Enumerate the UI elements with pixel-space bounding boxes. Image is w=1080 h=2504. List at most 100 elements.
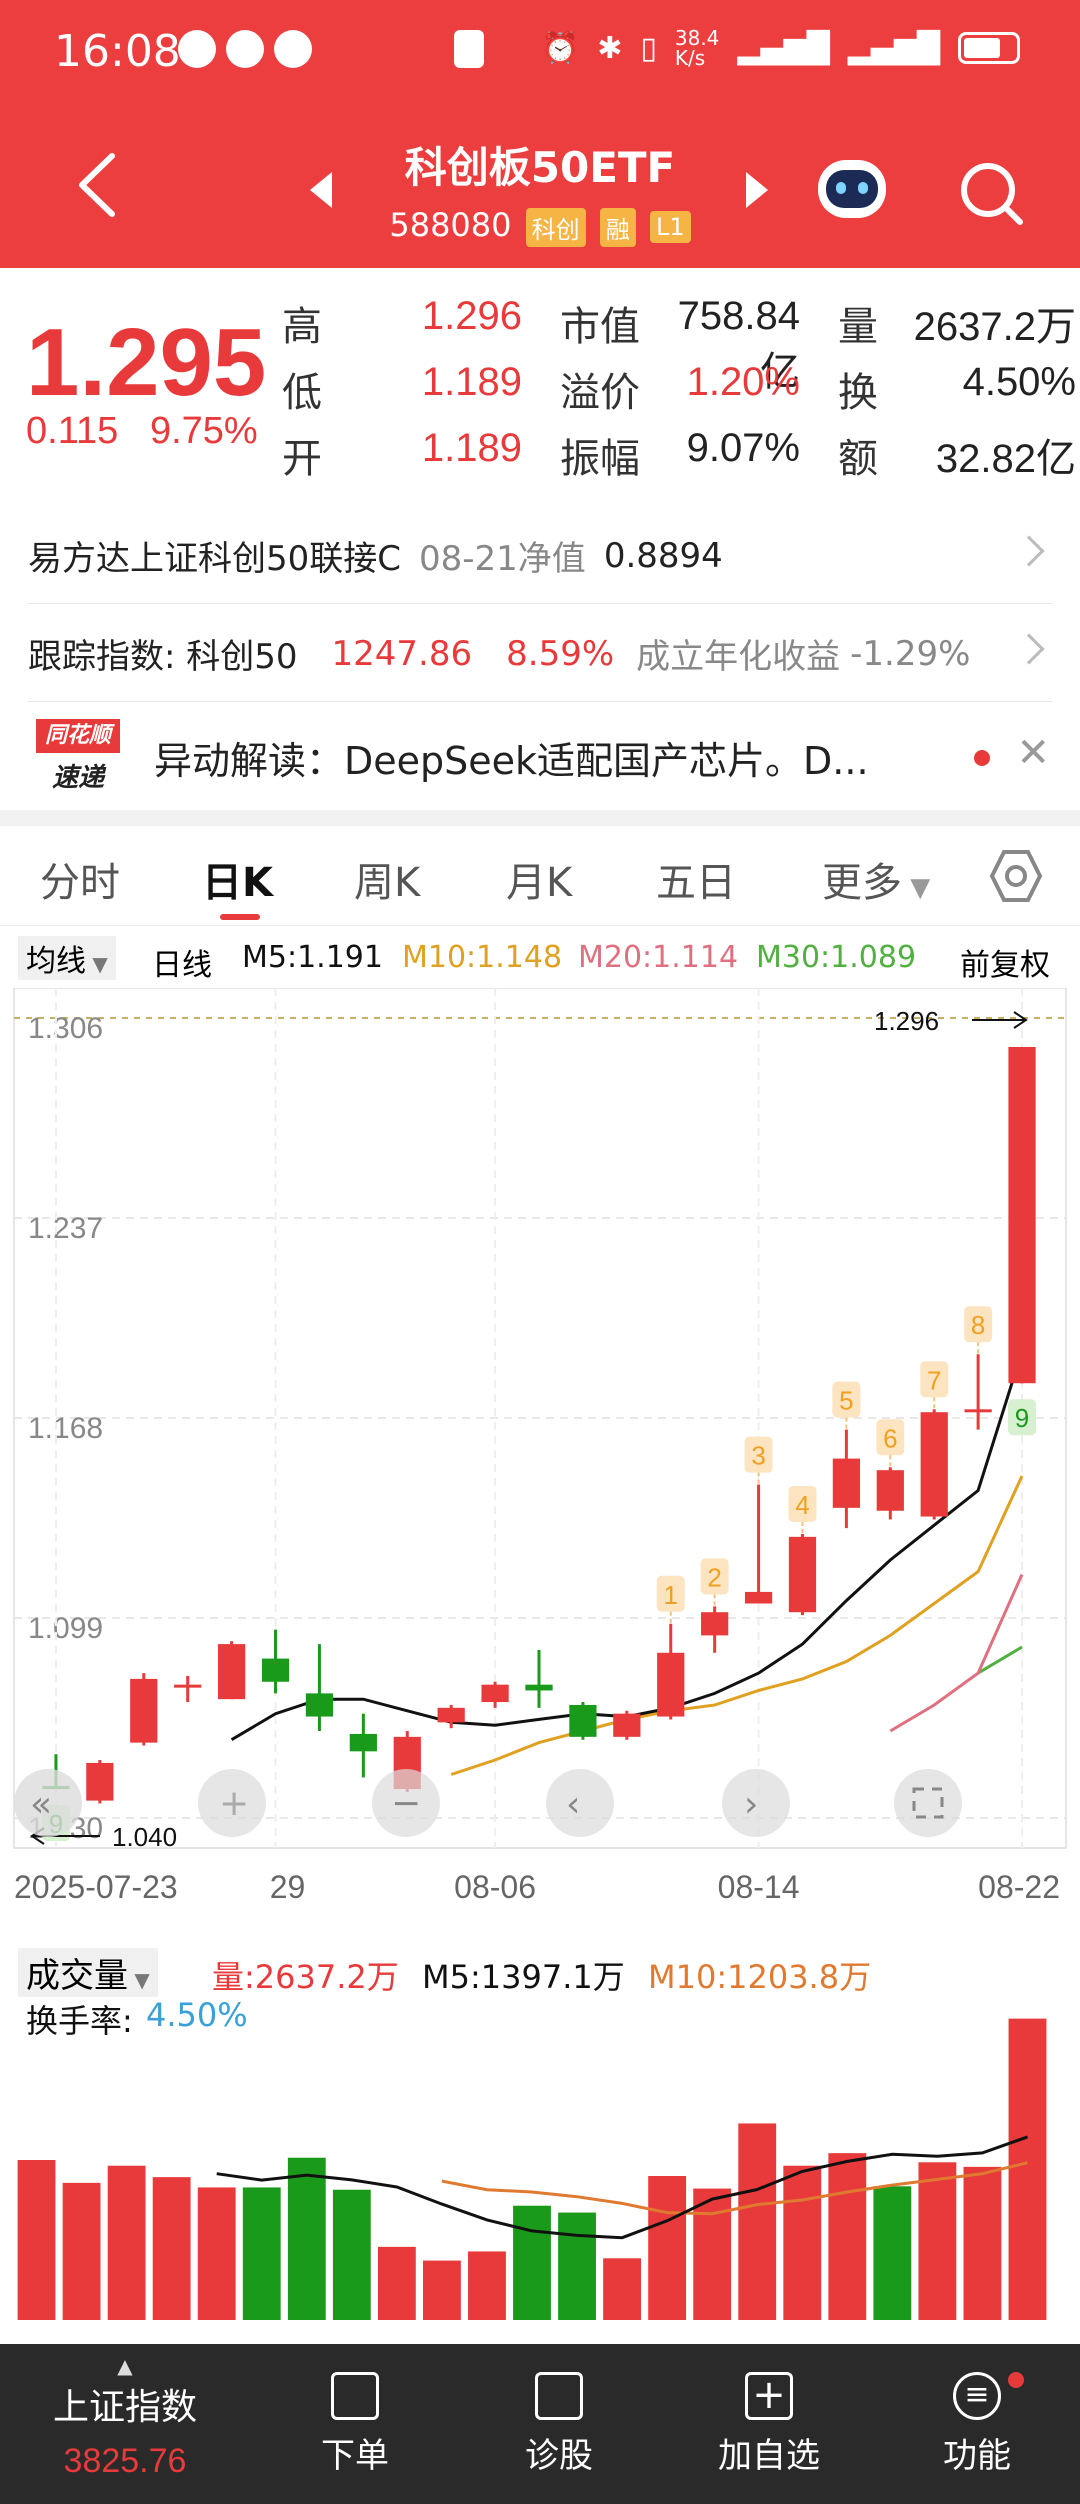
marker-badge (1008, 1399, 1037, 1436)
y-tick-label: 1.306 (28, 1012, 103, 1045)
volume-bar (17, 2160, 56, 2320)
tab-intraday[interactable]: 分时 (40, 860, 120, 906)
zoom-out-button[interactable]: − (372, 1769, 440, 1837)
app-notification-icon (178, 30, 216, 68)
scroll-right-button[interactable]: › (722, 1769, 790, 1837)
volume-chart[interactable] (0, 1990, 1080, 2330)
ma-selector[interactable]: 均线 ▼ (18, 936, 116, 980)
volume-label: 量 (838, 304, 878, 350)
marker-label: 4 (795, 1490, 809, 1520)
diagnose-icon (535, 2372, 583, 2420)
add-watchlist-button[interactable]: + 加自选 (694, 2344, 844, 2504)
order-label: 下单 (321, 2436, 389, 2476)
nav-bar: 科创板50ETF 588080 科创 融 L1 (0, 120, 1080, 260)
volume-bar (603, 2258, 642, 2320)
settings-icon[interactable] (988, 848, 1044, 904)
link-fund-row[interactable]: 易方达上证科创50联接C 08-21净值 0.8894 (28, 508, 1052, 604)
tab-weekly-k[interactable]: 周K (354, 860, 421, 906)
search-icon[interactable] (958, 160, 1026, 228)
fullscreen-button[interactable] (894, 1769, 962, 1837)
candle-body (964, 1409, 992, 1413)
ma5-line (230, 1350, 1024, 1741)
amount-label: 额 (838, 436, 878, 482)
volume-bar (62, 2182, 101, 2320)
volume-bars (17, 2018, 1047, 2320)
active-tab-indicator (220, 914, 260, 920)
max-annotation: 1.296 (874, 1006, 1028, 1036)
double-chevron-left-icon: « (30, 1784, 52, 1825)
jump-start-button[interactable]: « (14, 1769, 82, 1837)
marker-badge (964, 1306, 993, 1343)
add-watchlist-label: 加自选 (718, 2436, 820, 2476)
volume-bar (152, 2177, 191, 2320)
volume-bar (963, 2166, 1002, 2320)
volume-bar (287, 2157, 326, 2320)
signal-icon: ▂▄▆█ (847, 30, 940, 66)
marker-badge (832, 1381, 861, 1418)
amplitude-value: 9.07% (686, 426, 800, 470)
chevron-right-icon: › (744, 1784, 758, 1825)
chevron-left-icon: ‹ (566, 1784, 580, 1825)
next-stock-icon[interactable] (746, 172, 768, 208)
candle-body (86, 1762, 114, 1801)
news-row[interactable]: 同花顺 速递 异动解读：DeepSeek适配国产芯片。D... ✕ (28, 704, 1052, 810)
news-text: 异动解读：DeepSeek适配国产芯片。D... (154, 738, 869, 783)
tab-five-day[interactable]: 五日 (656, 860, 736, 906)
tag-margin: 融 (599, 207, 636, 247)
candle-body (920, 1412, 948, 1517)
candle-body (657, 1652, 685, 1717)
price-change: 0.115 9.75% (26, 410, 258, 453)
turnover-rate-value: 4.50% (146, 1996, 248, 2034)
robot-assistant-icon[interactable] (812, 152, 892, 224)
link-fund-name: 易方达上证科创50联接C (28, 539, 402, 579)
x-tick-label: 29 (270, 1869, 306, 1905)
zoom-in-button[interactable]: + (198, 1769, 266, 1837)
open-label: 开 (282, 436, 322, 482)
max-arrow-head (1013, 1011, 1028, 1029)
tab-daily-k[interactable]: 日K (202, 860, 273, 906)
marker-label: 3 (751, 1441, 765, 1471)
marker-label: 6 (883, 1423, 897, 1453)
x-tick-label: 2025-07-23 (14, 1869, 178, 1905)
menu-icon: ≡ (953, 2372, 1001, 2420)
market-cap-value: 758.84亿 (677, 294, 800, 394)
premium-value: 1.20% (686, 360, 800, 404)
tab-more[interactable]: 更多 ▼ (822, 850, 930, 908)
tag-kechuang: 科创 (525, 207, 586, 247)
marker-badge (876, 1419, 905, 1456)
index-name: 上证指数 (52, 2387, 197, 2428)
news-logo-top: 同花顺 (36, 719, 120, 753)
diagnose-button[interactable]: 诊股 (494, 2344, 624, 2504)
volume-selector-label: 成交量 (26, 1956, 128, 1996)
tab-monthly-k[interactable]: 月K (506, 860, 573, 906)
tracking-index-row[interactable]: 跟踪指数: 科创50 1247.86 8.59% 成立年化收益 -1.29% (28, 606, 1052, 702)
battery-icon (958, 32, 1020, 64)
marker-label: 5 (839, 1386, 853, 1416)
scroll-left-button[interactable]: ‹ (546, 1769, 614, 1837)
prev-stock-icon[interactable] (310, 172, 332, 208)
candle-body (1008, 1046, 1036, 1384)
candle-body (481, 1684, 509, 1703)
tracking-pct: 8.59% (506, 633, 615, 674)
section-divider (0, 810, 1080, 826)
min-price-label: 1.040 (112, 1822, 177, 1852)
close-icon[interactable]: ✕ (1016, 730, 1050, 776)
candle-body (130, 1678, 158, 1743)
link-fund-nav: 0.8894 (603, 535, 723, 576)
functions-label: 功能 (943, 2436, 1011, 2476)
volume-ma-lines (216, 2135, 1029, 2240)
back-arrow-icon[interactable] (70, 150, 130, 220)
functions-button[interactable]: ≡ 功能 (912, 2344, 1042, 2504)
vma10-line (441, 2161, 1028, 2216)
volume-selector[interactable]: 成交量 ▼ (18, 1948, 158, 1997)
volume-m5: M5:1397.1万 (422, 1958, 625, 1996)
weibo-icon (274, 30, 312, 68)
candle-body (876, 1470, 904, 1511)
stock-code-row: 588080 科创 融 L1 (0, 206, 1080, 247)
order-button[interactable]: 下单 (290, 2344, 420, 2504)
index-ticker[interactable]: ▲ 上证指数 3825.76 (0, 2344, 250, 2504)
adjust-mode[interactable]: 前复权 (960, 948, 1050, 983)
chart-tabs: 分时 日K 周K 月K 五日 更多 ▼ (0, 826, 1080, 926)
